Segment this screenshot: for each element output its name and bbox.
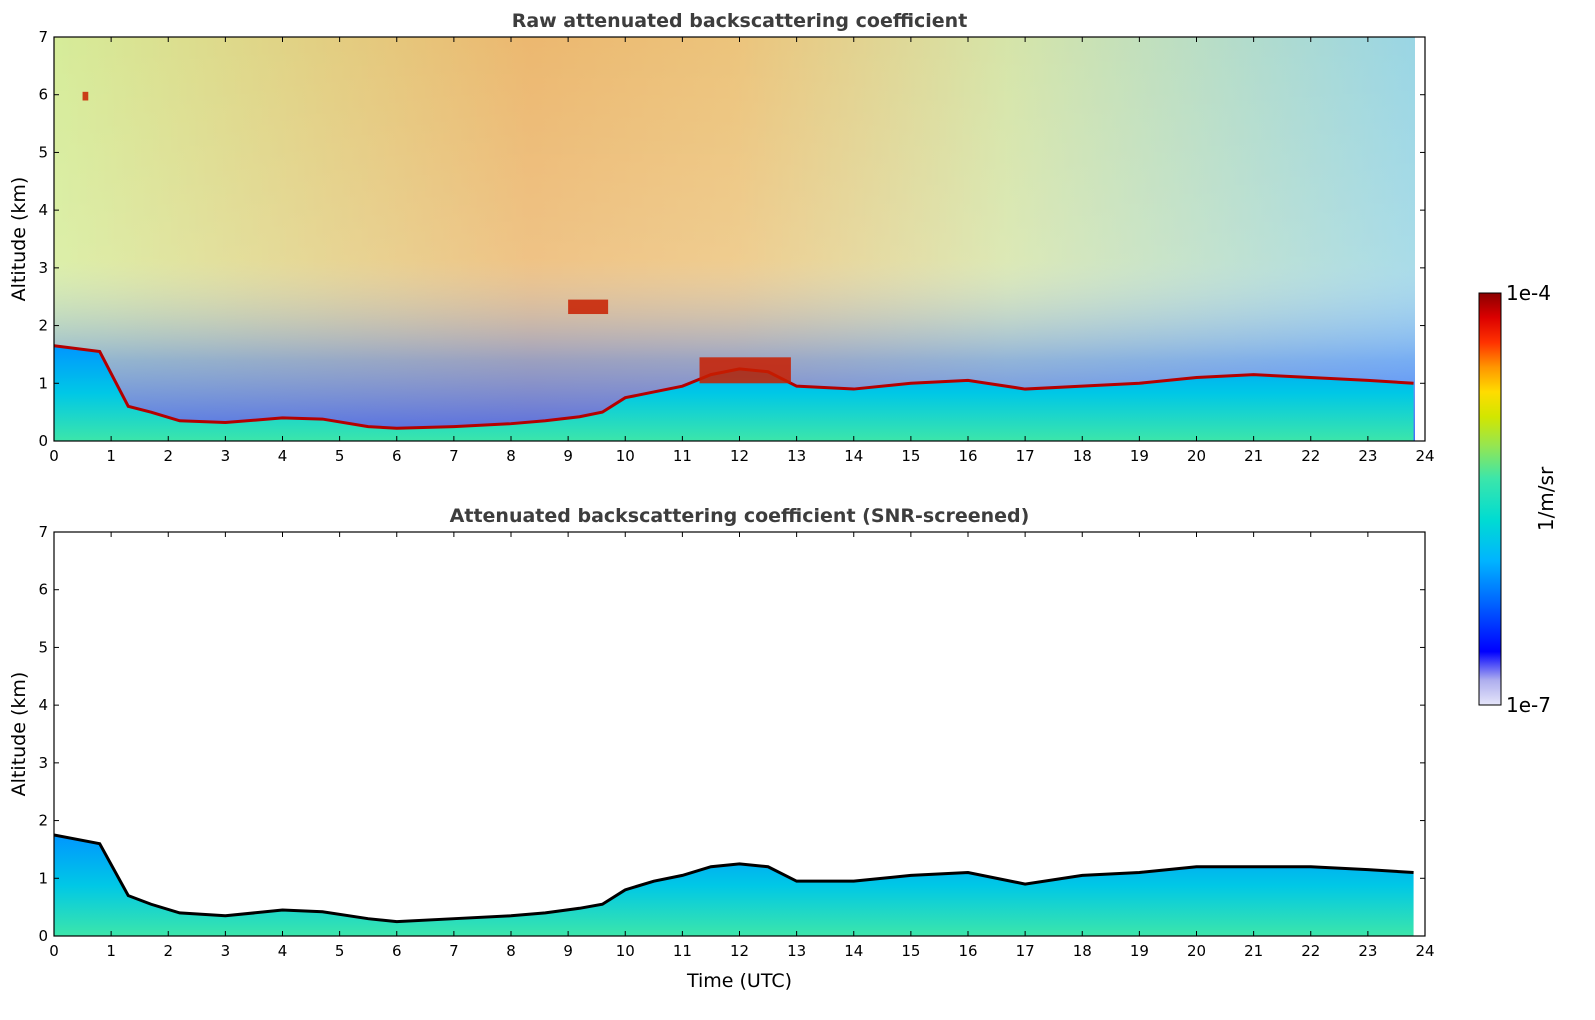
raw-x-tick-label: 21 [1244,447,1263,465]
screened-x-tick-label: 21 [1244,942,1263,960]
raw-x-tick-label: 24 [1415,447,1434,465]
screened-x-tick-label: 24 [1415,942,1434,960]
screened-y-tick-label: 2 [38,812,48,830]
raw-x-tick-label: 22 [1301,447,1320,465]
screened-x-tick-label: 23 [1358,942,1377,960]
raw-x-tick-label: 9 [563,447,573,465]
raw-x-tick-label: 3 [221,447,231,465]
screened-y-tick-label: 6 [38,581,48,599]
screened-x-tick-label: 16 [958,942,977,960]
raw-cloud-layer [568,299,609,315]
panel-raw-y-label: Altitude (km) [8,177,30,302]
colorbar-gradient [1478,292,1502,706]
raw-x-tick-label: 10 [616,447,635,465]
panel-raw-plot-area [54,37,1425,441]
panel-screened-x-label: Time (UTC) [686,970,792,992]
screened-y-tick-label: 7 [38,523,48,541]
raw-x-tick-label: 12 [730,447,749,465]
screened-x-tick-label: 10 [616,942,635,960]
raw-layer-top-line [54,344,1414,430]
raw-y-tick-label: 0 [38,432,48,450]
screened-y-tick-label: 5 [38,638,48,656]
screened-x-tick-label: 2 [163,942,173,960]
colorbar-max-label: 1e-4 [1506,281,1551,305]
screened-x-tick-label: 12 [730,942,749,960]
panel-screened-plot-area [54,532,1425,936]
screened-y-tick-label: 0 [38,927,48,945]
screened-y-tick-label: 4 [38,696,48,714]
raw-x-tick-label: 8 [506,447,516,465]
screened-x-tick-label: 6 [392,942,402,960]
raw-y-tick-label: 6 [38,86,48,104]
screened-y-tick-label: 1 [38,869,48,887]
raw-x-tick-label: 20 [1187,447,1206,465]
raw-x-tick-label: 18 [1073,447,1092,465]
screened-y-tick-label: 3 [38,754,48,772]
raw-x-tick-label: 2 [163,447,173,465]
screened-x-tick-label: 19 [1130,942,1149,960]
raw-x-tick-label: 23 [1358,447,1377,465]
colorbar-unit-label: 1/m/sr [1534,466,1558,531]
screened-x-tick-label: 17 [1016,942,1035,960]
screened-x-tick-label: 9 [563,942,573,960]
raw-y-tick-label: 4 [38,201,48,219]
raw-layer-area [54,345,1414,441]
screened-x-tick-label: 0 [49,942,59,960]
panel-raw: Raw attenuated backscattering coefficien… [8,10,1435,465]
panel-raw-y-axis: 0 1 2 3 4 5 6 7 [38,28,1425,450]
raw-boundary-layer [54,91,1414,441]
raw-x-tick-label: 19 [1130,447,1149,465]
screened-x-tick-label: 15 [901,942,920,960]
screened-x-tick-label: 20 [1187,942,1206,960]
raw-cloud-layer [82,91,89,101]
screened-x-tick-label: 5 [335,942,345,960]
raw-x-tick-label: 13 [787,447,806,465]
screened-x-tick-label: 11 [673,942,692,960]
colorbar-min-label: 1e-7 [1506,693,1551,717]
panel-screened-title: Attenuated backscattering coefficient (S… [450,505,1030,527]
raw-y-tick-label: 5 [38,143,48,161]
screened-x-tick-label: 4 [278,942,288,960]
screened-x-tick-label: 13 [787,942,806,960]
screened-layer-top-line [54,833,1414,924]
raw-x-tick-label: 4 [278,447,288,465]
raw-x-tick-label: 7 [449,447,459,465]
screened-x-tick-label: 22 [1301,942,1320,960]
raw-x-tick-label: 0 [49,447,59,465]
raw-cloud-layer [699,357,791,384]
panel-screened-y-label: Altitude (km) [8,672,30,797]
raw-x-tick-label: 15 [901,447,920,465]
colorbar: 1e-4 1e-7 1/m/sr [1478,281,1558,717]
screened-x-tick-label: 8 [506,942,516,960]
screened-x-tick-label: 7 [449,942,459,960]
raw-y-tick-label: 2 [38,317,48,335]
panel-screened-y-axis: 0 1 2 3 4 5 6 7 [38,523,1425,945]
raw-x-tick-label: 5 [335,447,345,465]
screened-x-tick-label: 3 [221,942,231,960]
screened-boundary-layer [54,833,1414,936]
raw-y-tick-label: 7 [38,28,48,46]
screened-x-tick-label: 14 [844,942,863,960]
raw-y-tick-label: 3 [38,259,48,277]
panel-raw-x-axis: 0 1 2 3 4 5 6 7 8 9 10 11 12 13 14 15 16 17 18 19 20 21 22 23 24 [49,37,1435,465]
raw-x-tick-label: 14 [844,447,863,465]
raw-y-tick-label: 1 [38,374,48,392]
raw-x-tick-label: 11 [673,447,692,465]
raw-x-tick-label: 6 [392,447,402,465]
panel-screened: Attenuated backscattering coefficient (S… [8,505,1435,992]
screened-x-tick-label: 18 [1073,942,1092,960]
raw-x-tick-label: 16 [958,447,977,465]
raw-x-tick-label: 1 [106,447,116,465]
panel-raw-title: Raw attenuated backscattering coefficien… [512,10,968,32]
screened-layer-area [54,835,1414,936]
panel-screened-x-axis: 0 1 2 3 4 5 6 7 8 9 10 11 12 13 14 15 16 17 18 19 20 21 22 23 24 [49,532,1435,960]
screened-x-tick-label: 1 [106,942,116,960]
raw-x-tick-label: 17 [1016,447,1035,465]
